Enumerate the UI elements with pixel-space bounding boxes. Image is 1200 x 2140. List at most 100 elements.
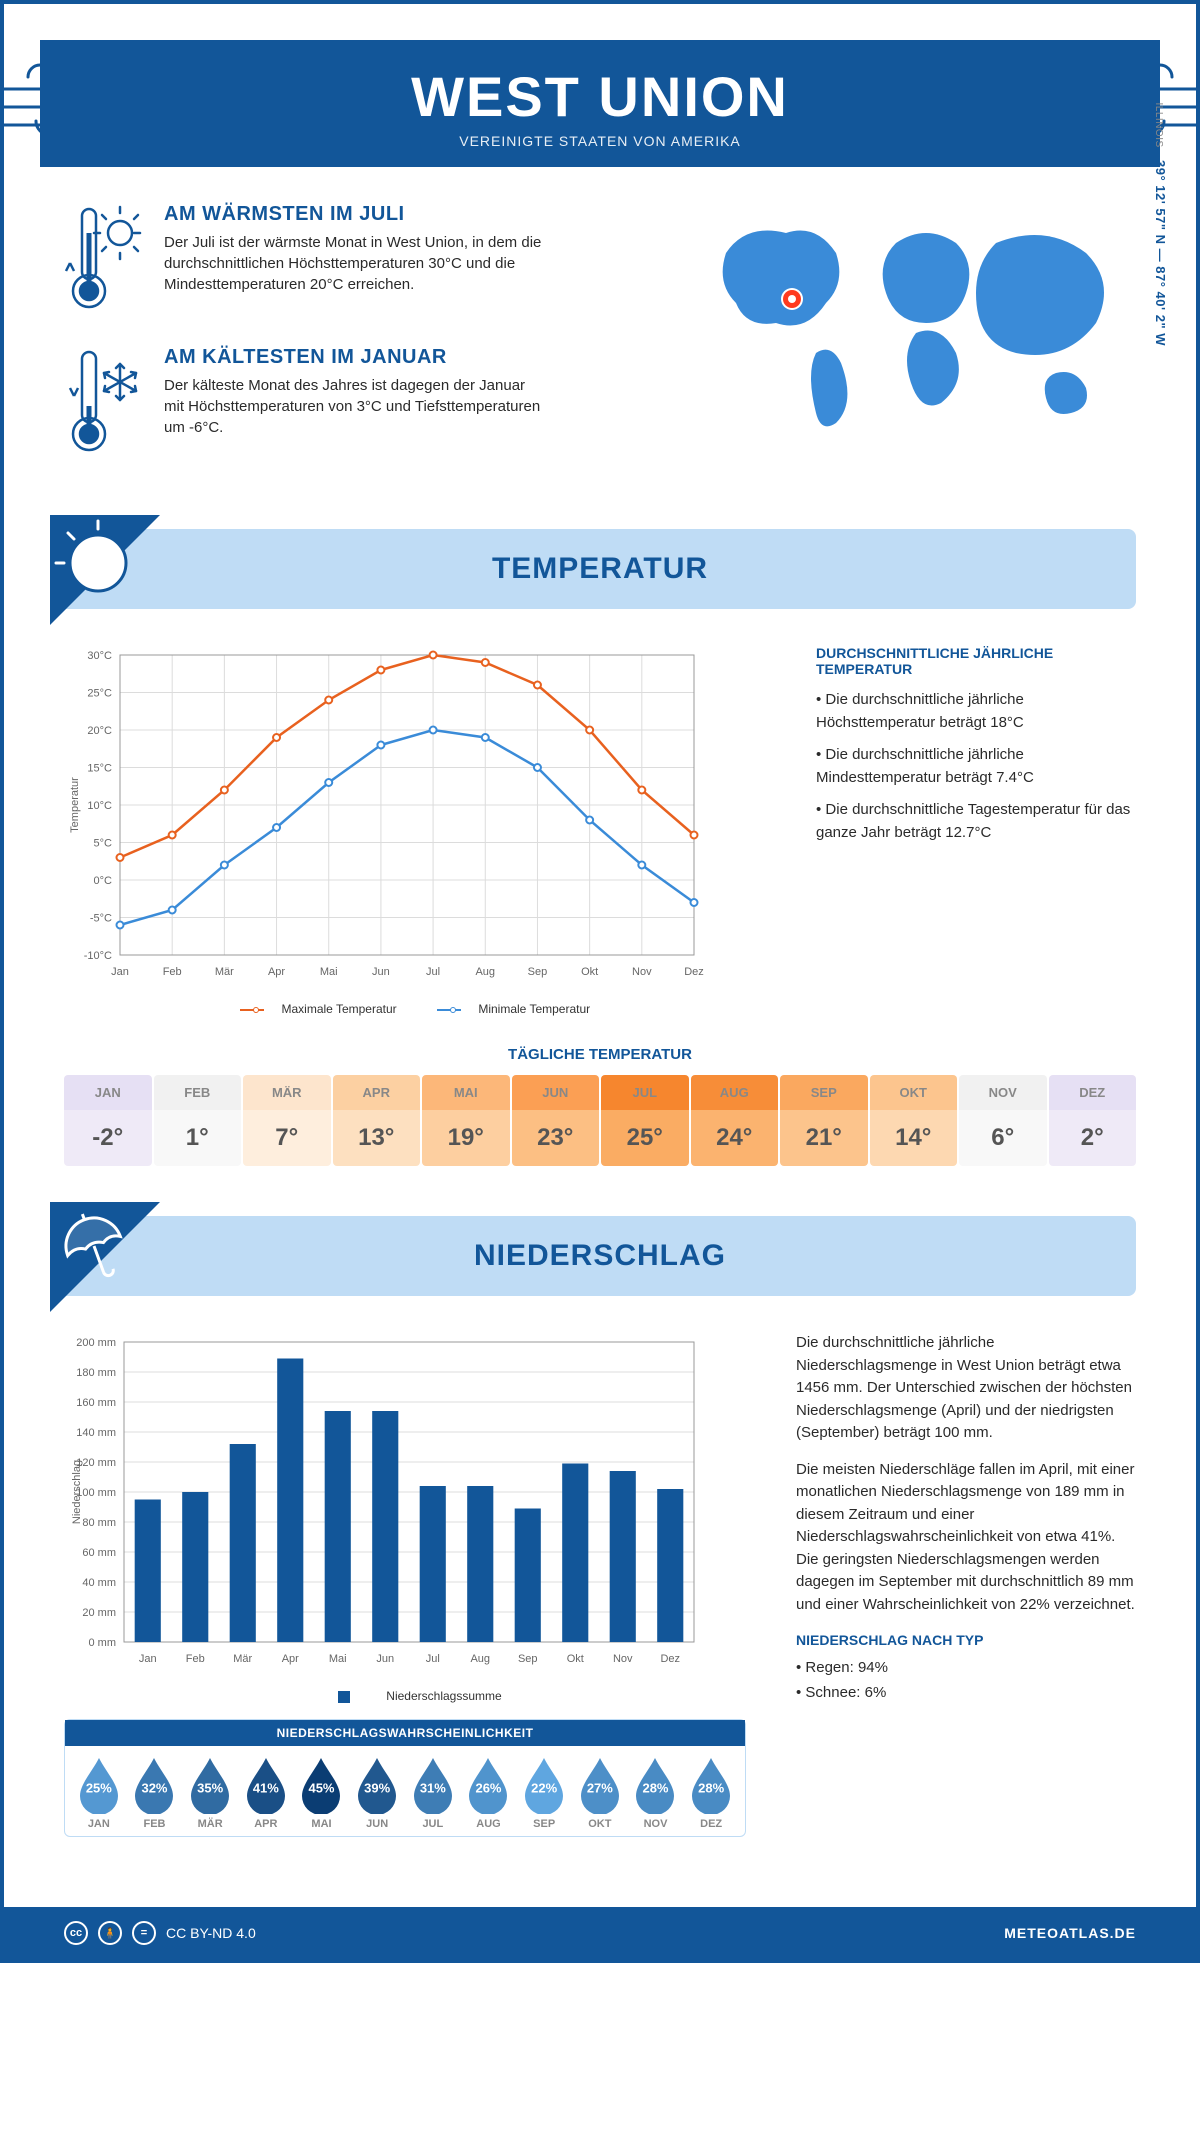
svg-text:Jul: Jul bbox=[426, 1653, 440, 1665]
location-title: WEST UNION bbox=[40, 64, 1160, 129]
footer: cc 🧍 = CC BY-ND 4.0 METEOATLAS.DE bbox=[4, 1907, 1196, 1959]
precip-probability-box: NIEDERSCHLAGSWAHRSCHEINLICHKEIT 25%JAN32… bbox=[64, 1719, 746, 1837]
svg-text:Niederschlag: Niederschlag bbox=[71, 1460, 83, 1524]
daily-cell: FEB1° bbox=[154, 1075, 242, 1166]
license-text: CC BY-ND 4.0 bbox=[166, 1925, 256, 1941]
daily-cell: SEP21° bbox=[780, 1075, 868, 1166]
svg-text:Aug: Aug bbox=[475, 966, 495, 978]
svg-text:15°C: 15°C bbox=[87, 763, 112, 775]
svg-text:20°C: 20°C bbox=[87, 725, 112, 737]
prob-drop: 25%JAN bbox=[73, 1756, 125, 1830]
svg-text:Temperatur: Temperatur bbox=[69, 777, 81, 833]
svg-text:Jun: Jun bbox=[376, 1653, 394, 1665]
svg-text:Okt: Okt bbox=[567, 1653, 584, 1665]
daily-temp-table: JAN-2°FEB1°MÄR7°APR13°MAI19°JUN23°JUL25°… bbox=[64, 1075, 1136, 1166]
precip-type-bullet: • Schnee: 6% bbox=[796, 1682, 1136, 1705]
temperature-title: TEMPERATUR bbox=[492, 552, 708, 586]
svg-text:Mär: Mär bbox=[215, 966, 234, 978]
svg-text:Dez: Dez bbox=[660, 1653, 680, 1665]
daily-cell: JUL25° bbox=[601, 1075, 689, 1166]
prob-drop: 22%SEP bbox=[518, 1756, 570, 1830]
svg-text:Jan: Jan bbox=[139, 1653, 157, 1665]
prob-drop: 39%JUN bbox=[351, 1756, 403, 1830]
precip-legend: Niederschlagssumme bbox=[64, 1689, 746, 1703]
svg-text:Sep: Sep bbox=[518, 1653, 538, 1665]
temp-bullet: • Die durchschnittliche Tagestemperatur … bbox=[816, 799, 1136, 844]
precip-text-1: Die durchschnittliche jährliche Niedersc… bbox=[796, 1332, 1136, 1445]
svg-text:-10°C: -10°C bbox=[84, 950, 112, 962]
svg-text:Sep: Sep bbox=[528, 966, 548, 978]
svg-text:Mai: Mai bbox=[329, 1653, 347, 1665]
prob-drop: 28%NOV bbox=[630, 1756, 682, 1830]
svg-text:0 mm: 0 mm bbox=[89, 1637, 117, 1649]
sun-icon bbox=[50, 515, 160, 625]
nd-icon: = bbox=[132, 1921, 156, 1945]
svg-text:Jan: Jan bbox=[111, 966, 129, 978]
daily-cell: DEZ2° bbox=[1049, 1075, 1137, 1166]
svg-text:0°C: 0°C bbox=[94, 875, 113, 887]
precip-type-heading: NIEDERSCHLAG NACH TYP bbox=[796, 1630, 1136, 1651]
svg-text:Nov: Nov bbox=[613, 1653, 633, 1665]
daily-cell: MÄR7° bbox=[243, 1075, 331, 1166]
warmest-fact: AM WÄRMSTEN IM JULI Der Juli ist der wär… bbox=[64, 203, 656, 318]
prob-drop: 28%DEZ bbox=[685, 1756, 737, 1830]
svg-text:Feb: Feb bbox=[186, 1653, 205, 1665]
svg-text:20 mm: 20 mm bbox=[82, 1607, 116, 1619]
prob-drop: 45%MAI bbox=[296, 1756, 348, 1830]
world-map bbox=[696, 203, 1136, 443]
svg-text:160 mm: 160 mm bbox=[76, 1397, 116, 1409]
svg-text:Jun: Jun bbox=[372, 966, 390, 978]
precip-title: NIEDERSCHLAG bbox=[474, 1239, 726, 1273]
daily-cell: AUG24° bbox=[691, 1075, 779, 1166]
temp-aside-heading: DURCHSCHNITTLICHE JÄHRLICHE TEMPERATUR bbox=[816, 645, 1136, 677]
svg-text:-5°C: -5°C bbox=[90, 913, 112, 925]
svg-text:10°C: 10°C bbox=[87, 800, 112, 812]
svg-text:25°C: 25°C bbox=[87, 688, 112, 700]
cc-icon: cc bbox=[64, 1921, 88, 1945]
daily-cell: MAI19° bbox=[422, 1075, 510, 1166]
by-icon: 🧍 bbox=[98, 1921, 122, 1945]
precip-bar-chart: 0 mm20 mm40 mm60 mm80 mm100 mm120 mm140 … bbox=[64, 1332, 704, 1672]
coordinates: ILLINOIS 39° 12' 57" N — 87° 40' 2" W bbox=[1153, 103, 1168, 346]
temperature-legend: Maximale Temperatur Minimale Temperatur bbox=[64, 1002, 766, 1016]
prob-drop: 26%AUG bbox=[463, 1756, 515, 1830]
title-banner: WEST UNION VEREINIGTE STAATEN VON AMERIK… bbox=[40, 40, 1160, 167]
coldest-title: AM KÄLTESTEN IM JANUAR bbox=[164, 346, 544, 369]
svg-text:5°C: 5°C bbox=[94, 838, 113, 850]
svg-text:40 mm: 40 mm bbox=[82, 1577, 116, 1589]
temperature-section-header: TEMPERATUR bbox=[64, 529, 1136, 609]
svg-text:200 mm: 200 mm bbox=[76, 1337, 116, 1349]
svg-text:Apr: Apr bbox=[268, 966, 285, 978]
svg-text:60 mm: 60 mm bbox=[82, 1547, 116, 1559]
prob-drop: 32%FEB bbox=[129, 1756, 181, 1830]
daily-cell: JAN-2° bbox=[64, 1075, 152, 1166]
svg-text:Okt: Okt bbox=[581, 966, 598, 978]
svg-text:Jul: Jul bbox=[426, 966, 440, 978]
daily-cell: NOV6° bbox=[959, 1075, 1047, 1166]
daily-cell: JUN23° bbox=[512, 1075, 600, 1166]
prob-title: NIEDERSCHLAGSWAHRSCHEINLICHKEIT bbox=[65, 1720, 745, 1746]
warmest-title: AM WÄRMSTEN IM JULI bbox=[164, 203, 544, 226]
svg-text:30°C: 30°C bbox=[87, 650, 112, 662]
svg-text:140 mm: 140 mm bbox=[76, 1427, 116, 1439]
precip-type-bullet: • Regen: 94% bbox=[796, 1657, 1136, 1680]
temperature-line-chart: -10°C -5°C 0°C 5°C 10°C 15°C 20°C 25°C 30°C Jan Fe… bbox=[64, 645, 704, 985]
svg-text:Dez: Dez bbox=[684, 966, 704, 978]
precip-section-header: NIEDERSCHLAG bbox=[64, 1216, 1136, 1296]
svg-text:Feb: Feb bbox=[163, 966, 182, 978]
svg-text:Mai: Mai bbox=[320, 966, 338, 978]
svg-text:Mär: Mär bbox=[233, 1653, 252, 1665]
svg-text:Aug: Aug bbox=[470, 1653, 490, 1665]
thermometer-hot-icon bbox=[64, 203, 144, 313]
prob-drop: 35%MÄR bbox=[184, 1756, 236, 1830]
svg-text:80 mm: 80 mm bbox=[82, 1517, 116, 1529]
daily-temp-title: TÄGLICHE TEMPERATUR bbox=[64, 1046, 1136, 1063]
country-subtitle: VEREINIGTE STAATEN VON AMERIKA bbox=[40, 133, 1160, 149]
prob-drop: 31%JUL bbox=[407, 1756, 459, 1830]
prob-drop: 41%APR bbox=[240, 1756, 292, 1830]
daily-cell: OKT14° bbox=[870, 1075, 958, 1166]
temp-bullet: • Die durchschnittliche jährliche Höchst… bbox=[816, 689, 1136, 734]
site-name: METEOATLAS.DE bbox=[1004, 1925, 1136, 1941]
coldest-body: Der kälteste Monat des Jahres ist dagege… bbox=[164, 375, 544, 438]
thermometer-cold-icon bbox=[64, 346, 144, 456]
